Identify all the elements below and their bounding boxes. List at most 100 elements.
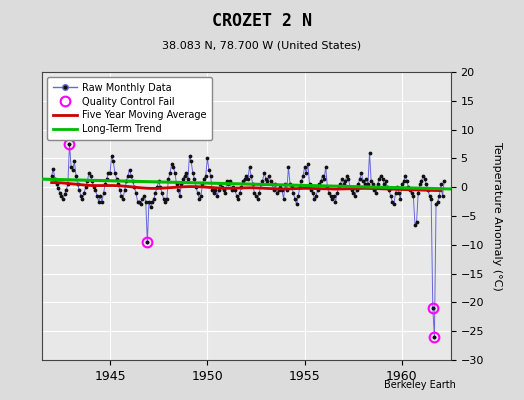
Point	[106, 170, 114, 176]
Point	[82, 184, 90, 190]
Point	[352, 187, 361, 193]
Point	[161, 198, 169, 205]
Point	[312, 193, 320, 199]
Point	[326, 193, 335, 199]
Point	[78, 196, 86, 202]
Point	[307, 187, 315, 193]
Point	[430, 334, 439, 340]
Point	[401, 172, 409, 179]
Point	[205, 167, 213, 173]
Point	[320, 175, 329, 182]
Point	[218, 184, 226, 190]
Point	[273, 190, 281, 196]
Point	[302, 170, 311, 176]
Point	[127, 172, 135, 179]
Point	[351, 193, 359, 199]
Point	[107, 152, 116, 159]
Point	[424, 187, 432, 193]
Point	[234, 196, 243, 202]
Point	[359, 178, 367, 185]
Point	[69, 167, 77, 173]
Point	[365, 150, 374, 156]
Point	[374, 181, 382, 188]
Point	[344, 175, 353, 182]
Point	[375, 175, 384, 182]
Point	[405, 184, 413, 190]
Point	[124, 172, 132, 179]
Point	[182, 170, 190, 176]
Point	[135, 198, 144, 205]
Point	[395, 190, 403, 196]
Point	[372, 190, 380, 196]
Point	[214, 187, 223, 193]
Point	[247, 172, 255, 179]
Point	[294, 193, 302, 199]
Point	[189, 170, 197, 176]
Point	[305, 181, 314, 188]
Point	[184, 175, 192, 182]
Point	[93, 193, 101, 199]
Point	[349, 190, 357, 196]
Point	[213, 193, 221, 199]
Point	[406, 187, 414, 193]
Point	[323, 184, 332, 190]
Point	[439, 193, 447, 199]
Point	[330, 193, 338, 199]
Point	[232, 193, 241, 199]
Point	[226, 178, 234, 185]
Point	[153, 184, 161, 190]
Point	[206, 172, 215, 179]
Point	[172, 181, 181, 188]
Point	[252, 193, 260, 199]
Point	[304, 161, 312, 167]
Point	[398, 181, 406, 188]
Point	[138, 196, 147, 202]
Point	[242, 172, 250, 179]
Point	[57, 193, 66, 199]
Point	[56, 190, 64, 196]
Point	[100, 190, 108, 196]
Point	[296, 184, 304, 190]
Point	[117, 193, 126, 199]
Point	[86, 172, 95, 179]
Point	[60, 191, 69, 197]
Point	[210, 190, 218, 196]
Point	[187, 158, 195, 164]
Point	[331, 198, 340, 205]
Point	[196, 193, 205, 199]
Point	[422, 181, 431, 188]
Point	[158, 190, 166, 196]
Point	[145, 198, 153, 205]
Point	[185, 152, 194, 159]
Point	[255, 190, 264, 196]
Point	[91, 187, 100, 193]
Point	[72, 172, 80, 179]
Point	[239, 178, 247, 185]
Point	[248, 181, 257, 188]
Point	[245, 164, 254, 170]
Point	[164, 175, 172, 182]
Point	[159, 196, 168, 202]
Text: 38.083 N, 78.700 W (United States): 38.083 N, 78.700 W (United States)	[162, 40, 362, 50]
Point	[292, 201, 301, 208]
Point	[284, 164, 292, 170]
Point	[203, 155, 212, 162]
Point	[122, 178, 130, 185]
Point	[288, 184, 296, 190]
Point	[101, 181, 110, 188]
Point	[140, 193, 148, 199]
Point	[333, 190, 341, 196]
Point	[261, 175, 270, 182]
Point	[223, 178, 231, 185]
Point	[224, 181, 233, 188]
Point	[271, 181, 280, 188]
Point	[377, 172, 385, 179]
Point	[67, 164, 75, 170]
Point	[299, 172, 307, 179]
Point	[433, 198, 442, 205]
Point	[386, 193, 395, 199]
Point	[236, 190, 244, 196]
Point	[370, 187, 379, 193]
Point	[146, 204, 155, 210]
Point	[432, 201, 440, 208]
